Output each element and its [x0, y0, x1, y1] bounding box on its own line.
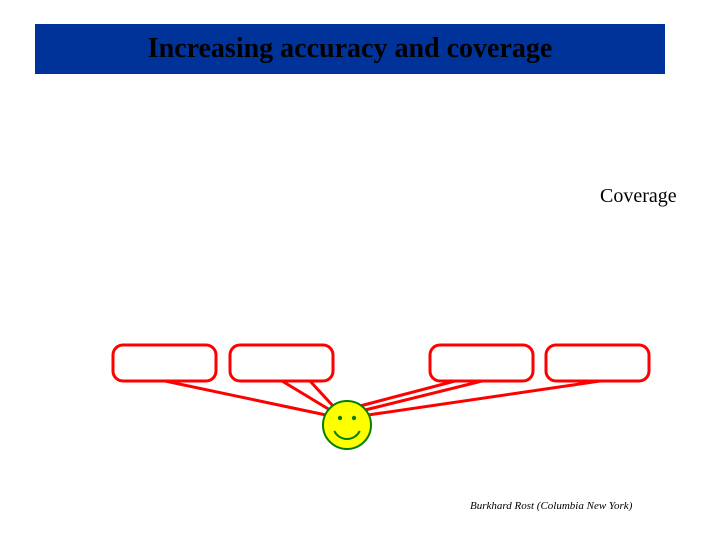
smiley-icon: [323, 401, 371, 449]
diagram-box: [113, 345, 216, 381]
connector-line: [165, 381, 326, 415]
diagram-box: [230, 345, 333, 381]
smiley-eye-left: [338, 416, 342, 420]
slide-title: Increasing accuracy and coverage: [148, 33, 553, 65]
footer-credit: Burkhard Rost (Columbia New York): [470, 500, 632, 512]
connector-lines: [165, 381, 600, 415]
connector-line: [282, 381, 330, 410]
smiley-eye-right: [352, 416, 356, 420]
connector-line: [310, 381, 333, 406]
smiley-face: [323, 401, 371, 449]
label-coverage: Coverage: [600, 185, 677, 208]
connector-line: [360, 381, 455, 406]
diagram-box: [546, 345, 649, 381]
title-bar: Increasing accuracy and coverage: [35, 24, 665, 74]
slide: Increasing accuracy and coverage Coverag…: [0, 0, 720, 540]
diagram-box: [430, 345, 533, 381]
diagram-canvas: [0, 0, 720, 540]
connector-line: [368, 381, 600, 415]
diagram-boxes: [113, 345, 649, 381]
connector-line: [365, 381, 482, 410]
smiley-mouth: [334, 431, 359, 439]
